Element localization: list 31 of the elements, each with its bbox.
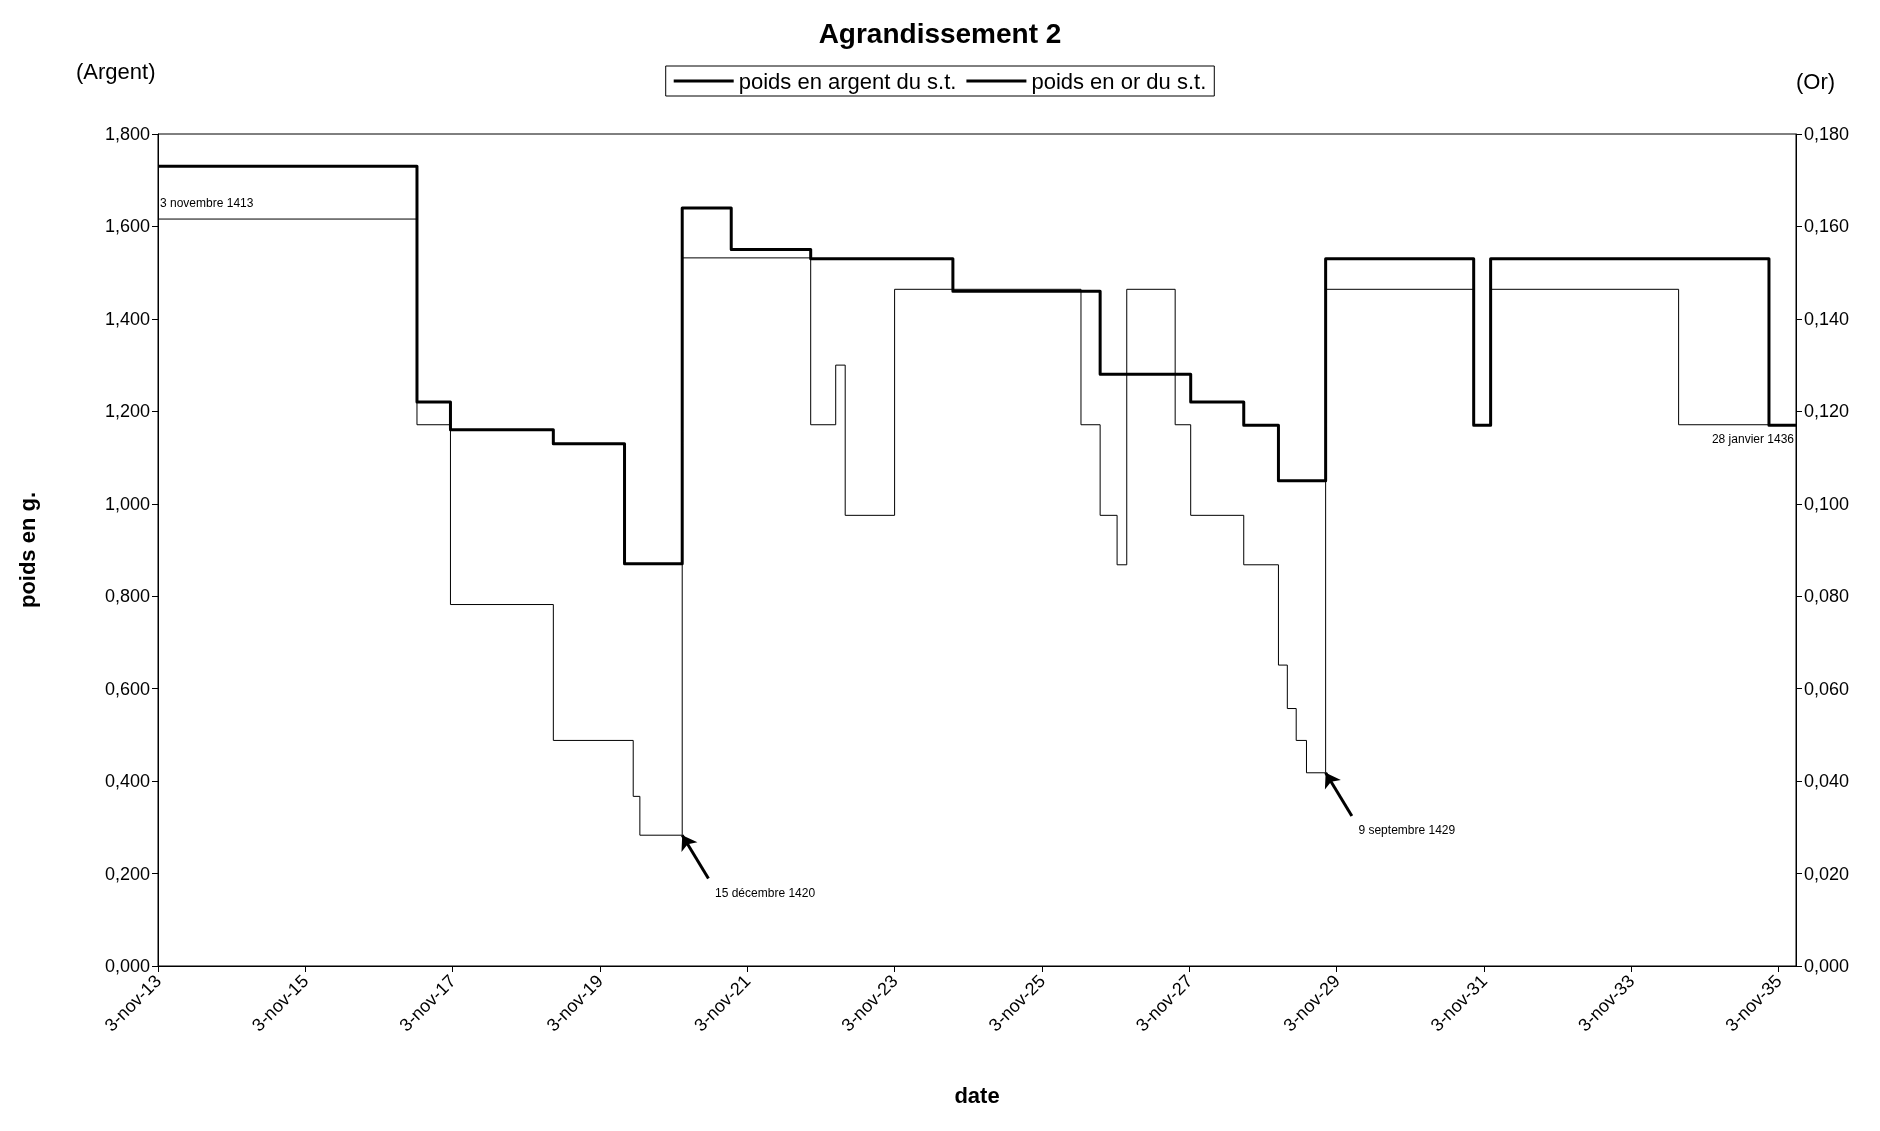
y-tick-label: 1,600 xyxy=(104,216,150,237)
y2-tick-label: 0,080 xyxy=(1804,586,1850,607)
annotation: 9 septembre 1429 xyxy=(1358,823,1456,838)
y-tick-label: 1,400 xyxy=(104,308,150,329)
y2-tick-label: 0,000 xyxy=(1804,956,1850,976)
y-tick-label: 0,600 xyxy=(104,678,150,699)
text: (Argent) xyxy=(76,58,156,84)
annotation: 15 décembre 1420 xyxy=(715,885,816,900)
y-tick-label: 1,000 xyxy=(104,493,150,514)
y-tick-label: 0,000 xyxy=(104,956,150,976)
y2-tick-label: 0,040 xyxy=(1804,771,1850,792)
annotation: 3 novembre 1413 xyxy=(160,196,254,211)
y2-tick-label: 0,140 xyxy=(1804,308,1850,329)
y2-tick-label: 0,120 xyxy=(1804,401,1850,422)
y2-tick-label: 0,060 xyxy=(1804,678,1850,699)
y2-tick-label: 0,020 xyxy=(1804,863,1850,884)
y-tick-label: 0,800 xyxy=(104,586,150,607)
y2-tick-label: 0,160 xyxy=(1804,216,1850,237)
legend-label: poids en or du s.t. xyxy=(1031,68,1207,94)
legend-label: poids en argent du s.t. xyxy=(738,68,957,94)
y2-tick-label: 0,180 xyxy=(1804,124,1850,144)
annotation: 28 janvier 1436 xyxy=(1711,431,1795,446)
y-axis-title: poids en g. xyxy=(14,491,40,609)
y-tick-label: 0,400 xyxy=(104,771,150,792)
y-tick-label: 1,800 xyxy=(104,124,150,144)
y-tick-label: 0,200 xyxy=(104,863,150,884)
y2-tick-label: 0,100 xyxy=(1804,493,1850,514)
y2-axis-title: (Or) xyxy=(1796,68,1836,94)
x-axis-title: date xyxy=(954,1082,1000,1108)
chart-title: Agrandissement 2 xyxy=(818,17,1062,49)
y-tick-label: 1,200 xyxy=(104,401,150,422)
